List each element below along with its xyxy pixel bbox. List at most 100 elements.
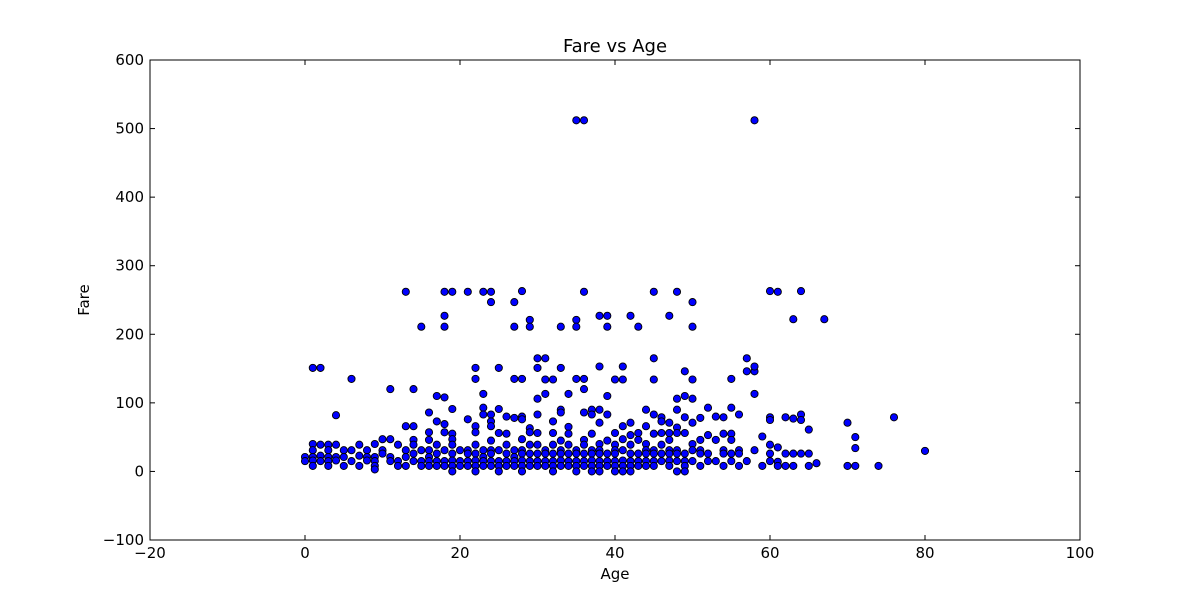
data-point <box>634 428 643 438</box>
data-point <box>672 405 682 414</box>
data-point <box>796 287 806 296</box>
data-point <box>440 287 449 296</box>
data-point <box>463 461 472 470</box>
data-point <box>626 449 635 458</box>
data-point <box>789 315 798 324</box>
data-point <box>796 415 806 425</box>
data-point <box>409 422 418 431</box>
data-point <box>393 461 403 470</box>
data-point <box>665 428 674 438</box>
data-point <box>525 449 534 458</box>
data-point <box>440 428 449 437</box>
data-point <box>339 446 348 455</box>
data-point <box>703 431 713 440</box>
data-point <box>463 287 472 296</box>
data-point <box>533 428 542 438</box>
data-point <box>579 408 589 417</box>
data-point <box>688 457 697 466</box>
data-point <box>634 435 643 444</box>
data-point <box>727 457 736 466</box>
data-point <box>471 428 480 437</box>
data-point <box>641 422 651 431</box>
data-point <box>572 315 581 324</box>
data-point <box>494 467 503 476</box>
data-point <box>672 449 682 458</box>
data-point <box>587 467 596 476</box>
data-point <box>572 449 581 458</box>
data-point <box>750 389 759 398</box>
data-point <box>603 461 612 470</box>
data-point <box>758 461 767 470</box>
data-point <box>657 457 666 466</box>
data-point <box>773 287 782 296</box>
data-point <box>432 461 441 470</box>
data-point <box>455 446 465 455</box>
data-point <box>308 461 317 470</box>
data-point <box>595 418 604 427</box>
data-point <box>649 375 658 384</box>
data-point <box>626 431 635 440</box>
data-point <box>603 322 612 331</box>
x-tick-label: 60 <box>760 544 779 562</box>
x-tick-label: −20 <box>134 544 166 562</box>
data-point <box>680 367 689 376</box>
data-point <box>486 449 496 458</box>
data-point <box>409 385 418 394</box>
data-point <box>424 461 434 470</box>
data-point <box>789 449 798 458</box>
data-point <box>579 287 589 296</box>
data-point <box>649 287 658 296</box>
data-point <box>657 428 666 438</box>
data-point <box>665 435 674 444</box>
data-point <box>448 404 457 414</box>
data-point <box>510 461 519 470</box>
data-point <box>502 449 511 458</box>
data-point <box>603 311 612 320</box>
data-point <box>386 435 395 444</box>
data-point <box>355 461 364 470</box>
data-point <box>765 415 775 425</box>
data-point <box>510 413 519 422</box>
data-point <box>719 413 728 422</box>
data-point <box>556 408 565 417</box>
data-point <box>742 367 751 376</box>
y-tick-label: 100 <box>115 394 144 412</box>
data-point <box>851 433 860 442</box>
data-point <box>843 461 852 470</box>
data-point <box>618 446 627 455</box>
data-point <box>750 116 759 125</box>
y-tick-label: 500 <box>115 120 144 138</box>
data-point <box>672 467 682 476</box>
data-point <box>533 354 542 363</box>
data-point <box>401 461 410 470</box>
ticks-layer: −20 0 20 40 60 80 100 −100 0 100 200 300 400 500 600 <box>103 51 1095 562</box>
data-point <box>347 446 356 455</box>
data-point <box>587 410 596 419</box>
data-point <box>432 449 441 458</box>
data-point <box>502 429 511 438</box>
chart-title: Fare vs Age <box>563 36 667 57</box>
points-layer <box>300 116 930 476</box>
data-point <box>479 389 488 398</box>
data-point <box>331 440 341 449</box>
data-point <box>649 354 658 363</box>
data-point <box>618 375 627 384</box>
data-point <box>595 467 604 476</box>
data-point <box>719 449 728 458</box>
data-point <box>440 446 449 455</box>
data-point <box>409 440 418 449</box>
data-point <box>417 446 426 455</box>
data-point <box>347 457 356 466</box>
data-point <box>417 461 426 470</box>
data-point <box>812 459 821 468</box>
data-point <box>587 449 596 458</box>
data-point <box>641 461 651 470</box>
data-point <box>595 362 604 371</box>
data-point <box>789 414 798 423</box>
data-point <box>502 440 511 449</box>
data-point <box>355 451 364 460</box>
data-point <box>649 461 658 470</box>
data-point <box>680 391 689 401</box>
data-point <box>665 449 674 458</box>
data-point <box>579 461 589 470</box>
